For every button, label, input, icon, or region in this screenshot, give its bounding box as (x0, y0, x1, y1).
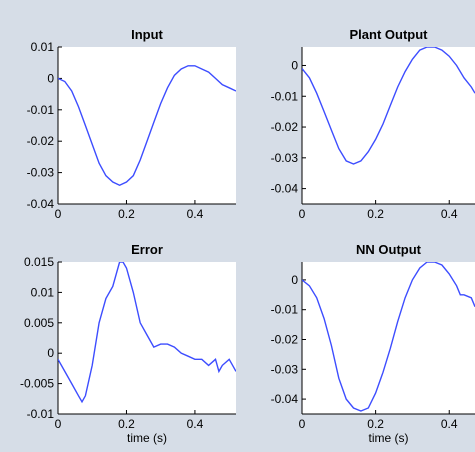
input-y-tick-label: -0.02 (27, 134, 55, 148)
input-panel: Input 0 0.2 0.4 0.01 0 -0.01 -0.02 -0.03 -0.04 (27, 27, 236, 221)
error-y-tick-label: -0.005 (20, 377, 54, 391)
nn-output-y-tick-label: -0.03 (271, 362, 299, 376)
input-series-line (58, 65, 236, 186)
plant-output-x-tick-label: 0.2 (367, 207, 384, 221)
input-y-tick-label: -0.03 (27, 166, 55, 180)
error-series-line (58, 262, 236, 404)
plant-output-panel: Plant Output 0 0.2 0.4 0 -0.01 -0.02 -0.03 -0.04 (271, 27, 475, 221)
error-title: Error (131, 242, 163, 257)
plant-output-series-line (302, 47, 475, 165)
plant-output-y-tick-label: -0.04 (271, 182, 299, 196)
plant-output-y-tick-label: -0.01 (271, 89, 299, 103)
nn-output-title: NN Output (356, 242, 422, 257)
input-y-tick-label: 0.01 (31, 40, 55, 54)
input-title: Input (131, 27, 163, 42)
error-axes-area (58, 262, 236, 414)
error-x-tick-label: 0.4 (187, 417, 204, 431)
plant-output-y-tick-label: -0.02 (271, 120, 299, 134)
input-x-tick-label: 0.4 (187, 207, 204, 221)
nn-output-y-tick-label: -0.02 (271, 332, 299, 346)
plant-output-y-tick-label: 0 (291, 58, 298, 72)
plant-output-y-tick-label: -0.03 (271, 151, 299, 165)
nn-output-y-tick-label: -0.01 (271, 303, 299, 317)
input-axes-area (58, 47, 236, 204)
error-x-label: time (s) (127, 431, 167, 445)
nn-output-series-line (302, 262, 475, 412)
error-x-tick-label: 0.2 (118, 417, 135, 431)
nn-output-y-tick-label: -0.04 (271, 392, 299, 406)
input-x-tick-label: 0 (55, 207, 62, 221)
input-x-tick-label: 0.2 (118, 207, 135, 221)
plant-output-title: Plant Output (350, 27, 429, 42)
input-y-tick-label: -0.04 (27, 197, 55, 211)
error-y-tick-label: 0 (47, 346, 54, 360)
input-y-tick-label: -0.01 (27, 103, 55, 117)
nn-output-panel: NN Output 0 0.2 0.4 0 -0.01 -0.02 -0.03 -0.04 tim… (271, 242, 475, 445)
nn-output-x-tick-label: 0 (299, 417, 306, 431)
error-panel: Error 0 0.2 0.4 0.015 0.01 0.005 0 -0.005 -0.01 ti… (20, 242, 236, 445)
error-y-tick-label: 0.01 (31, 285, 55, 299)
error-y-tick-label: 0.015 (24, 255, 54, 269)
error-y-tick-label: -0.01 (27, 407, 55, 421)
error-y-tick-label: 0.005 (24, 316, 54, 330)
error-x-tick-label: 0 (55, 417, 62, 431)
plant-output-axes-area (302, 47, 475, 204)
nn-output-x-tick-label: 0.2 (367, 417, 384, 431)
nn-output-x-tick-label: 0.4 (441, 417, 458, 431)
input-y-tick-label: 0 (47, 71, 54, 85)
plant-output-x-tick-label: 0 (299, 207, 306, 221)
nn-output-x-label: time (s) (369, 431, 409, 445)
nn-output-y-tick-label: 0 (291, 273, 298, 287)
plant-output-x-tick-label: 0.4 (441, 207, 458, 221)
nn-output-axes-area (302, 262, 475, 414)
